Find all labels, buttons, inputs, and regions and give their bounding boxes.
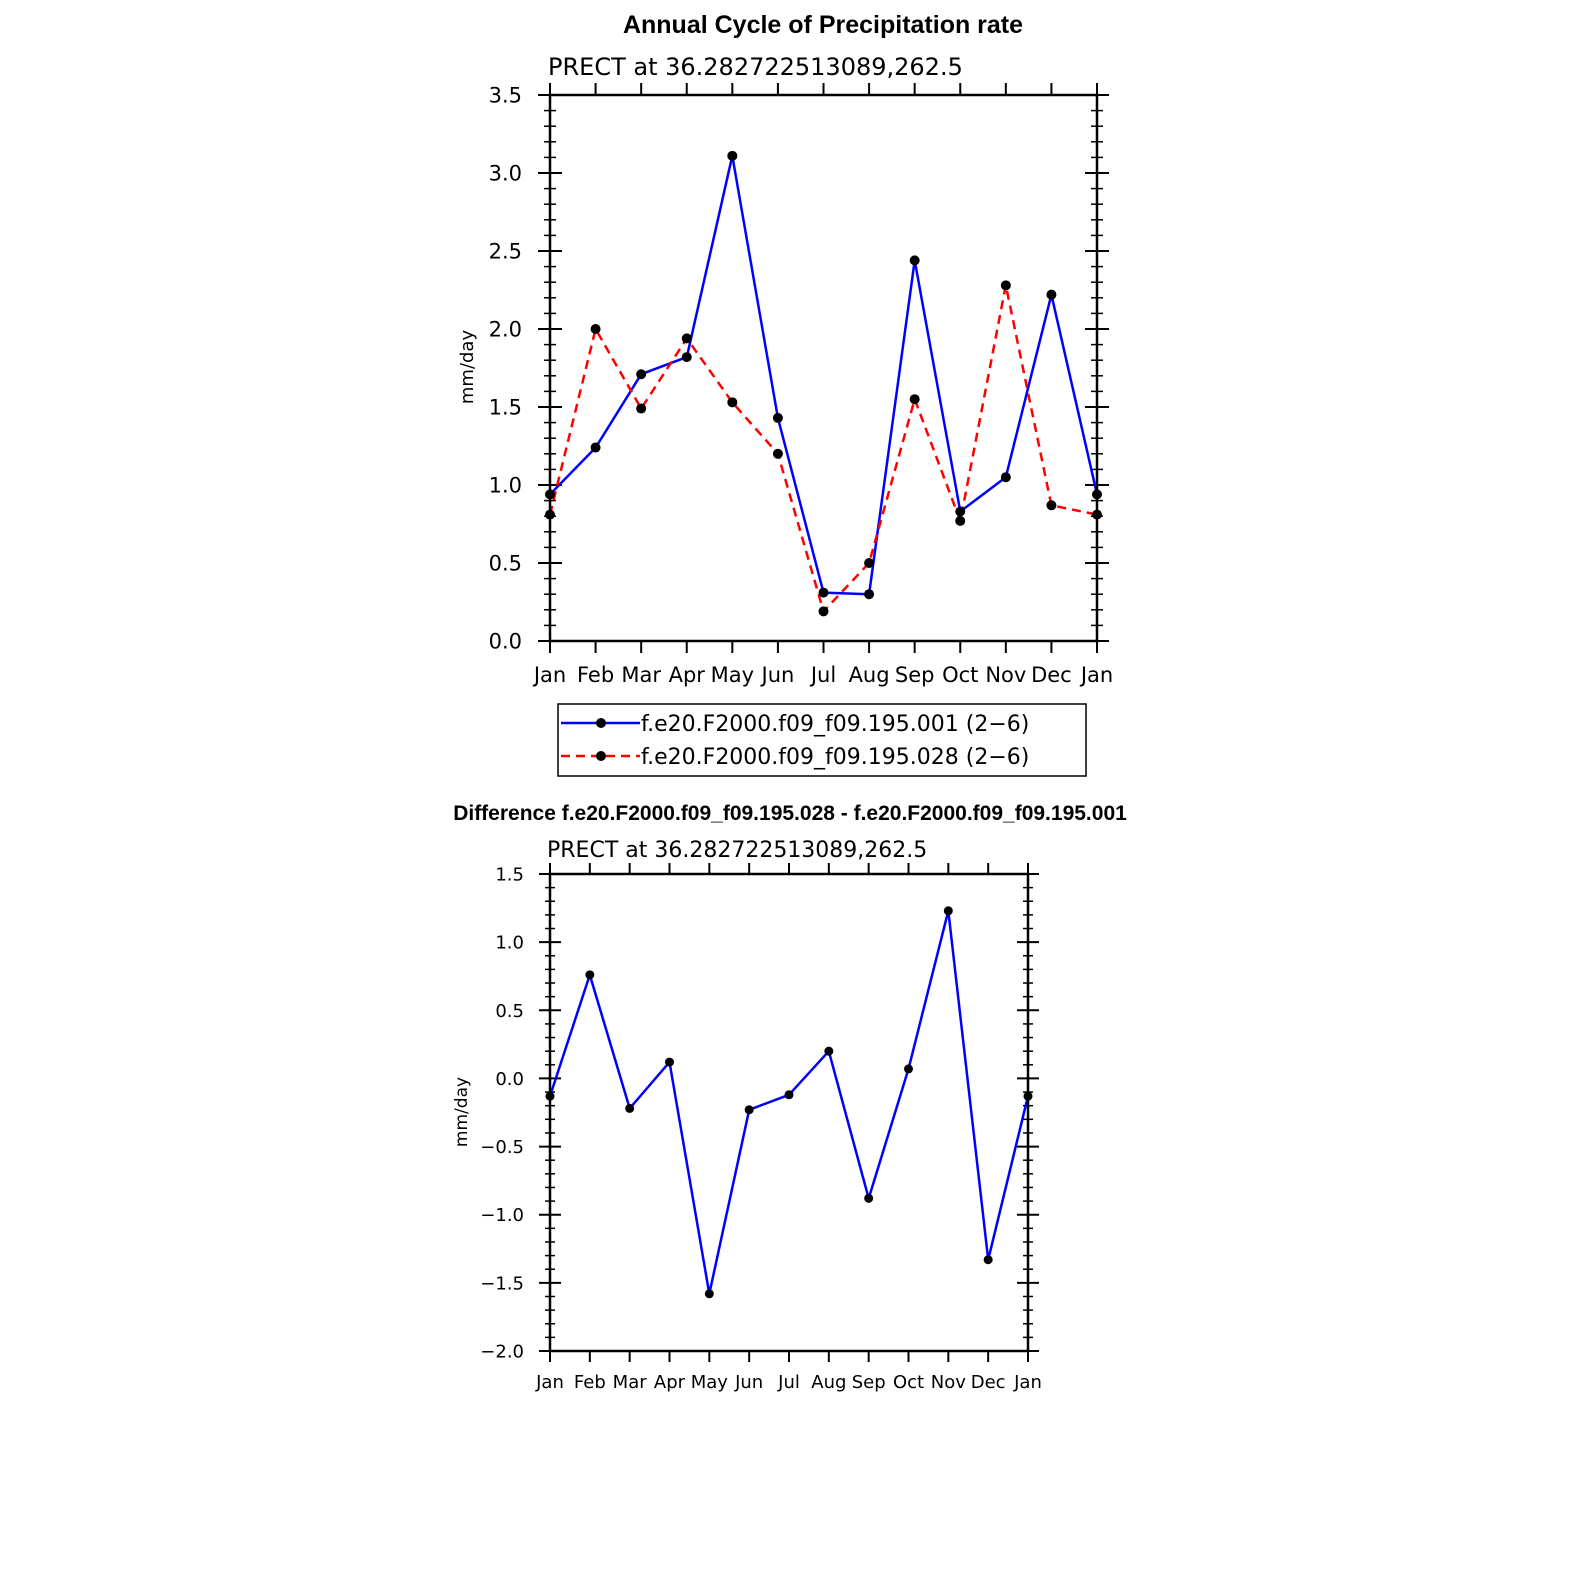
y-tick-label: −2.0 bbox=[480, 1341, 524, 1362]
legend-box bbox=[557, 703, 1087, 777]
data-point-series-0 bbox=[943, 906, 953, 916]
x-tick-label: May bbox=[711, 663, 754, 687]
x-tick-label: Oct bbox=[893, 1372, 924, 1393]
y-tick-label: 1.5 bbox=[489, 396, 522, 420]
series-line-0 bbox=[549, 154, 1099, 596]
y-tick-label: 2.5 bbox=[489, 240, 522, 264]
x-tick-label: Feb bbox=[577, 663, 614, 687]
chart-subtitle: PRECT at 36.282722513089,262.5 bbox=[547, 838, 927, 863]
legend-entry-red: f.e20.F2000.f09_f09.195.028 (2−6) bbox=[561, 745, 1029, 770]
x-tick-label: Sep bbox=[895, 663, 935, 687]
y-tick-label: 0.5 bbox=[489, 552, 522, 576]
y-tick-label: 0.5 bbox=[495, 1001, 524, 1022]
x-tick-label: Oct bbox=[942, 663, 978, 687]
y-tick-label: 1.0 bbox=[495, 933, 524, 954]
data-point-series-0 bbox=[864, 1193, 874, 1203]
data-point-series-0 bbox=[636, 369, 647, 380]
y-tick-label: 0.0 bbox=[495, 1069, 524, 1090]
data-point-series-1 bbox=[681, 333, 692, 344]
data-point-series-0 bbox=[665, 1057, 674, 1067]
y-tick-label: 0.0 bbox=[489, 630, 522, 654]
data-point-series-0 bbox=[590, 442, 601, 453]
y-tick-label: 3.5 bbox=[489, 84, 522, 108]
data-point-series-1 bbox=[772, 448, 783, 459]
y-tick-label: 1.0 bbox=[489, 474, 522, 498]
y-tick-label: 3.0 bbox=[489, 162, 522, 186]
y-tick-label: −1.5 bbox=[480, 1273, 524, 1294]
data-point-series-0 bbox=[904, 1064, 913, 1074]
x-tick-label: Mar bbox=[621, 663, 661, 687]
legend: f.e20.F2000.f09_f09.195.001 (2−6) f.e20.… bbox=[557, 703, 1087, 777]
x-tick-label: Jun bbox=[760, 663, 795, 687]
legend-entry-blue: f.e20.F2000.f09_f09.195.001 (2−6) bbox=[561, 712, 1029, 737]
x-tick-label: May bbox=[691, 1372, 729, 1393]
x-tick-label: Nov bbox=[931, 1372, 966, 1393]
legend-label-red: f.e20.F2000.f09_f09.195.028 (2−6) bbox=[641, 745, 1029, 770]
y-axis-label: mm/day bbox=[452, 1077, 472, 1147]
data-point-series-1 bbox=[590, 324, 601, 334]
y-tick-label: −0.5 bbox=[480, 1137, 524, 1158]
x-tick-label: Mar bbox=[613, 1372, 648, 1393]
y-tick-label: −1.0 bbox=[480, 1205, 524, 1226]
x-tick-label: Apr bbox=[654, 1372, 686, 1393]
x-tick-label: Dec bbox=[971, 1372, 1006, 1393]
x-tick-label: Jan bbox=[1079, 663, 1113, 687]
data-point-series-0 bbox=[818, 587, 829, 598]
data-point-series-0 bbox=[955, 506, 966, 517]
y-axis-label: mm/day bbox=[457, 330, 478, 405]
x-tick-label: Aug bbox=[849, 663, 890, 687]
y-tick-label: 2.0 bbox=[489, 318, 522, 342]
data-point-series-0 bbox=[983, 1255, 993, 1265]
data-point-series-1 bbox=[909, 394, 920, 405]
x-tick-label: Nov bbox=[985, 663, 1026, 687]
chart-title: Annual Cycle of Precipitation rate bbox=[623, 11, 1023, 39]
difference-chart: Difference f.e20.F2000.f09_f09.195.028 -… bbox=[452, 802, 1127, 1393]
x-tick-label: Jul bbox=[809, 663, 836, 687]
data-point-series-0 bbox=[864, 589, 875, 600]
x-tick-label: Apr bbox=[669, 663, 706, 687]
data-point-series-0 bbox=[704, 1289, 714, 1299]
chart-title: Difference f.e20.F2000.f09_f09.195.028 -… bbox=[453, 802, 1127, 825]
series-line-1 bbox=[548, 284, 1098, 613]
x-tick-label: Jul bbox=[777, 1372, 800, 1393]
data-point-series-0 bbox=[625, 1103, 635, 1113]
data-point-series-0 bbox=[784, 1090, 794, 1100]
x-tick-label: Jun bbox=[734, 1372, 763, 1393]
series-line-0 bbox=[548, 909, 1030, 1296]
data-point-series-1 bbox=[1046, 500, 1057, 511]
data-point-series-0 bbox=[1000, 472, 1011, 483]
x-tick-label: Aug bbox=[811, 1372, 846, 1393]
data-point-series-0 bbox=[727, 150, 738, 161]
plot-frame bbox=[548, 872, 1030, 1353]
annual-cycle-chart: Annual Cycle of Precipitation rate PRECT… bbox=[457, 11, 1113, 687]
x-tick-label: Jan bbox=[535, 1372, 564, 1393]
data-point-series-0 bbox=[772, 412, 783, 423]
data-point-series-0 bbox=[824, 1046, 834, 1056]
data-point-series-1 bbox=[864, 558, 875, 568]
data-point-series-0 bbox=[1046, 289, 1057, 300]
x-tick-label: Feb bbox=[574, 1372, 606, 1393]
data-point-series-1 bbox=[1000, 280, 1011, 291]
legend-label-blue: f.e20.F2000.f09_f09.195.001 (2−6) bbox=[641, 712, 1029, 737]
data-point-series-0 bbox=[744, 1105, 754, 1115]
data-point-series-1 bbox=[636, 403, 647, 414]
x-tick-label: Jan bbox=[1013, 1372, 1042, 1393]
y-tick-label: 1.5 bbox=[495, 864, 524, 885]
x-tick-label: Sep bbox=[852, 1372, 886, 1393]
data-point-series-0 bbox=[585, 970, 595, 980]
chart-subtitle: PRECT at 36.282722513089,262.5 bbox=[548, 53, 963, 81]
x-tick-label: Jan bbox=[532, 663, 566, 687]
data-point-series-1 bbox=[818, 606, 829, 617]
data-point-series-0 bbox=[681, 352, 692, 363]
x-tick-label: Dec bbox=[1031, 663, 1072, 687]
legend-marker-blue bbox=[596, 718, 606, 728]
legend-marker-red bbox=[596, 751, 606, 761]
plot-frame bbox=[548, 93, 1099, 643]
data-point-series-1 bbox=[955, 515, 966, 526]
data-point-series-0 bbox=[909, 255, 920, 266]
data-point-series-1 bbox=[727, 397, 738, 408]
